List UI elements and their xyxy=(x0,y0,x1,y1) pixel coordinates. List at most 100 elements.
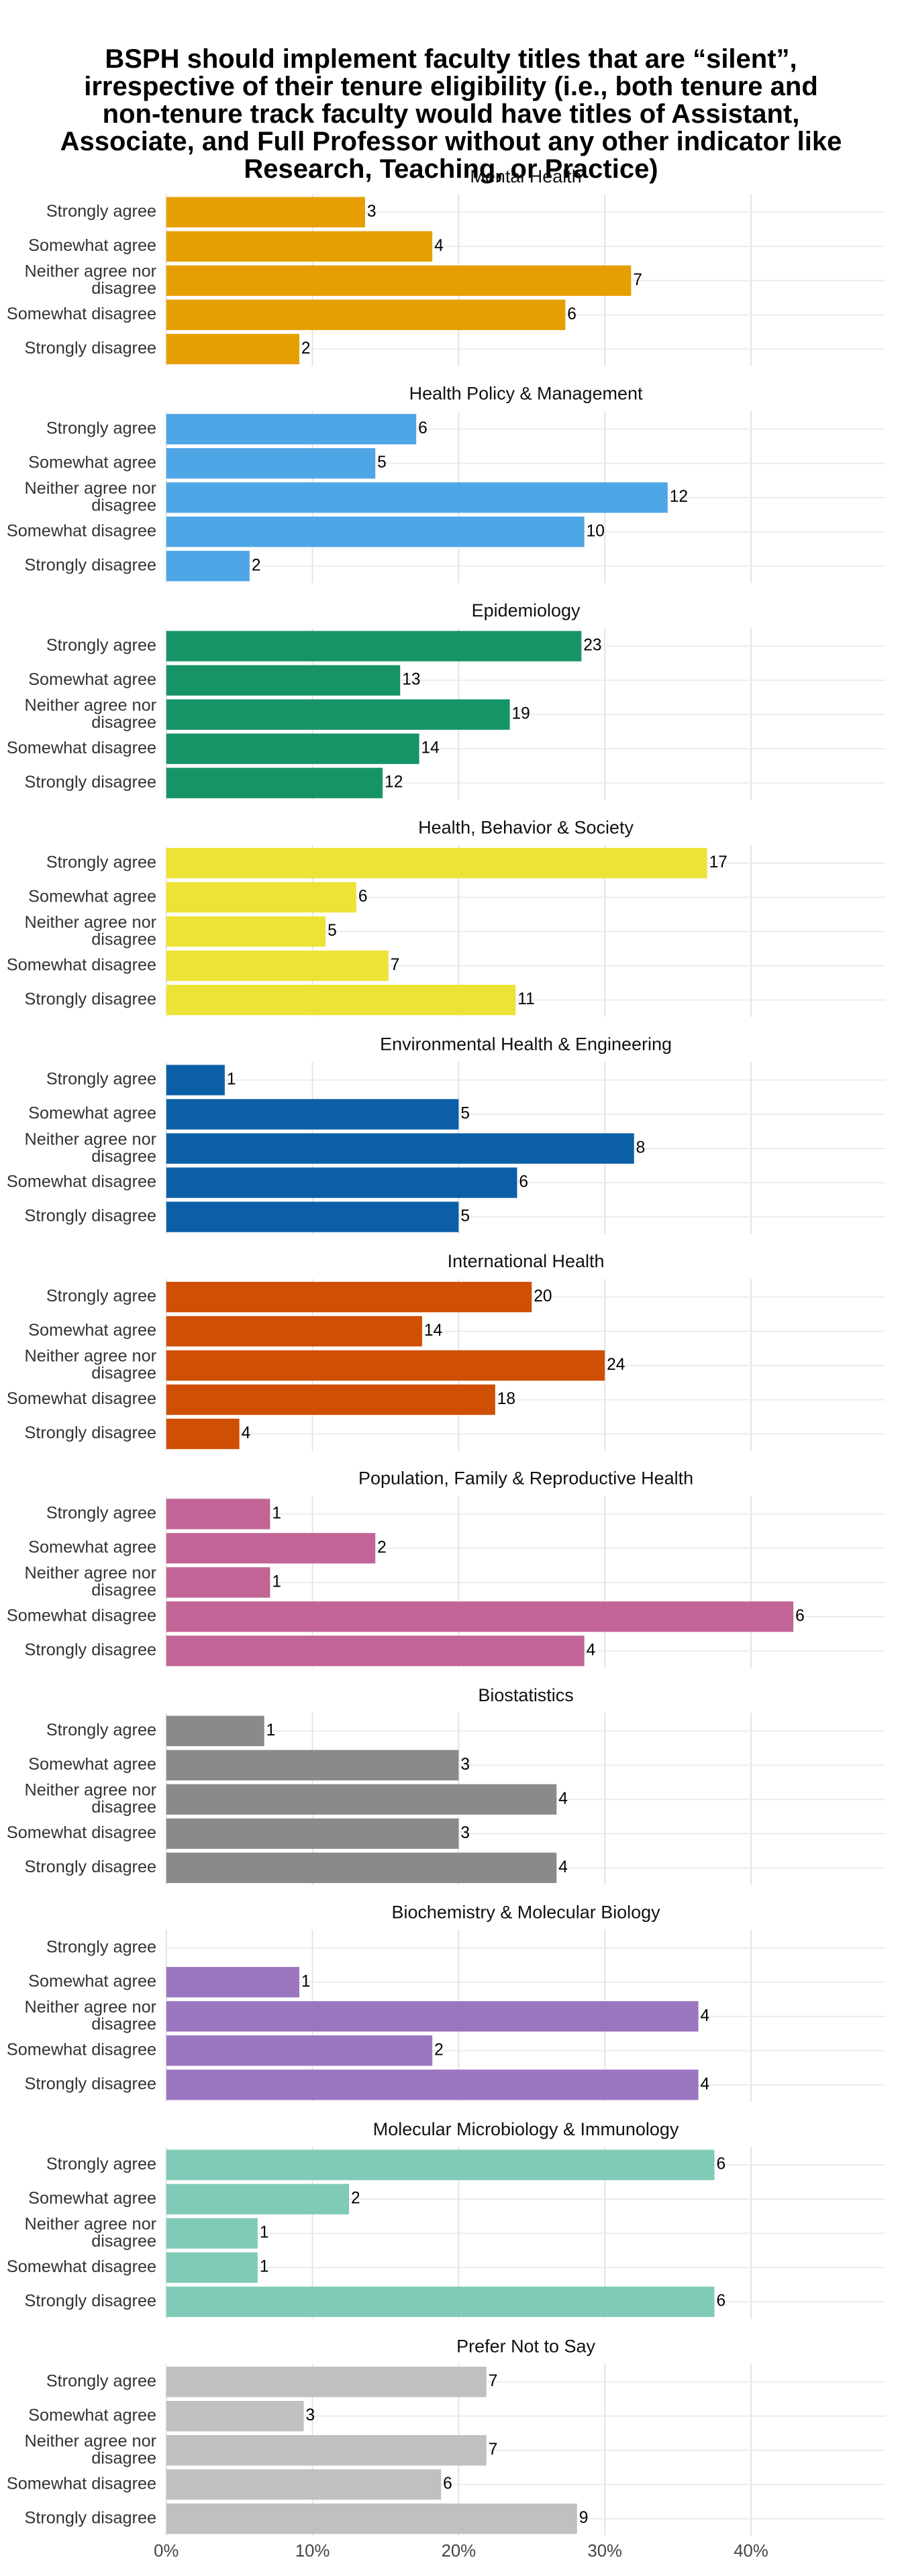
data-label: 18 xyxy=(497,1390,515,1408)
y-tick-label: Strongly disagree xyxy=(25,1207,157,1226)
data-label: 6 xyxy=(358,888,368,906)
bar xyxy=(166,847,707,879)
panel-title: Environmental Health & Engineering xyxy=(380,1034,672,1055)
data-label: 2 xyxy=(301,339,311,358)
data-label: 5 xyxy=(328,922,337,940)
y-tick-label: Strongly agree xyxy=(46,636,156,655)
data-label: 1 xyxy=(272,1504,281,1522)
data-label: 3 xyxy=(460,1824,470,1842)
y-tick-label: Neither agree nor disagree xyxy=(25,913,157,949)
data-label: 10 xyxy=(587,522,605,540)
data-label: 20 xyxy=(534,1287,552,1305)
bar xyxy=(166,881,356,913)
y-tick-label: Strongly agree xyxy=(46,1287,156,1305)
y-tick-label: Somewhat agree xyxy=(28,1321,156,1340)
bar xyxy=(166,2434,487,2466)
y-tick-label: Strongly disagree xyxy=(25,339,157,358)
data-label: 9 xyxy=(579,2509,589,2527)
bar xyxy=(166,631,582,661)
y-tick-label: Somewhat disagree xyxy=(7,2257,156,2276)
panel-title: Molecular Microbiology & Immunology xyxy=(373,2119,679,2139)
data-label: 12 xyxy=(670,488,688,506)
y-tick-label: Somewhat agree xyxy=(28,1755,156,1774)
data-label: 1 xyxy=(301,1972,311,1990)
data-label: 2 xyxy=(351,2190,360,2208)
data-label: 11 xyxy=(517,990,534,1008)
bar xyxy=(166,2286,715,2317)
y-tick-label: Strongly agree xyxy=(46,1721,156,1739)
x-tick-label: 30% xyxy=(587,2542,622,2561)
bar xyxy=(166,2252,258,2283)
data-label: 14 xyxy=(424,1322,442,1340)
bar xyxy=(166,2035,433,2066)
data-label: 6 xyxy=(519,1173,528,1191)
bar xyxy=(166,1065,225,1095)
y-tick-label: Strongly disagree xyxy=(25,773,157,792)
panel-title: Epidemiology xyxy=(472,600,581,621)
bar xyxy=(166,699,510,730)
bar xyxy=(166,1635,585,1666)
data-label: 13 xyxy=(402,671,420,689)
data-label: 6 xyxy=(418,419,428,437)
data-label: 6 xyxy=(716,2155,725,2174)
bar xyxy=(166,1099,459,1130)
panel-title: Population, Family & Reproductive Health xyxy=(358,1468,693,1489)
bar xyxy=(166,1281,532,1313)
bar xyxy=(166,1167,517,1198)
panel-title: Biochemistry & Molecular Biology xyxy=(391,1902,660,1922)
panel-title: Prefer Not to Say xyxy=(456,2336,595,2356)
data-label: 1 xyxy=(260,2258,269,2276)
y-tick-label: Neither agree nor disagree xyxy=(25,1346,157,1383)
bar xyxy=(166,1818,459,1849)
data-label: 24 xyxy=(607,1356,625,1374)
bar xyxy=(166,1316,422,1347)
bar xyxy=(166,950,389,981)
bar xyxy=(166,1967,299,1998)
y-tick-label: Strongly agree xyxy=(46,1504,156,1523)
bar xyxy=(166,916,326,947)
data-label: 6 xyxy=(567,305,577,323)
y-tick-label: Strongly agree xyxy=(46,2155,156,2174)
y-tick-label: Somewhat disagree xyxy=(7,305,156,323)
bar xyxy=(166,2184,350,2214)
bar xyxy=(166,482,668,513)
bar xyxy=(166,1715,264,1747)
bar xyxy=(166,733,419,764)
bar xyxy=(166,1601,794,1632)
x-tick-label: 40% xyxy=(734,2542,768,2561)
panel-title: Health, Behavior & Society xyxy=(418,817,634,837)
data-label: 17 xyxy=(709,853,728,871)
y-tick-label: Somewhat disagree xyxy=(7,2040,156,2059)
data-label: 6 xyxy=(716,2292,725,2310)
data-label: 3 xyxy=(305,2406,315,2424)
y-tick-label: Somewhat disagree xyxy=(7,2474,156,2493)
y-tick-label: Strongly disagree xyxy=(25,2508,157,2527)
y-tick-label: Neither agree nor disagree xyxy=(25,1130,157,1166)
y-tick-label: Somewhat disagree xyxy=(7,1173,156,1191)
bar xyxy=(166,2218,258,2249)
bar xyxy=(166,984,516,1016)
y-tick-label: Strongly disagree xyxy=(25,989,157,1008)
data-label: 4 xyxy=(587,1641,596,1659)
y-tick-label: Strongly agree xyxy=(46,1070,156,1089)
bar xyxy=(166,1133,634,1164)
data-label: 1 xyxy=(266,1721,276,1739)
y-tick-label: Neither agree nor disagree xyxy=(25,262,157,298)
y-tick-label: Strongly disagree xyxy=(25,2292,157,2310)
bar xyxy=(166,2400,304,2432)
data-label: 2 xyxy=(252,556,261,574)
data-label: 6 xyxy=(795,1607,805,1625)
y-tick-label: Somewhat agree xyxy=(28,1538,156,1557)
data-label: 7 xyxy=(633,271,642,289)
y-tick-label: Neither agree nor disagree xyxy=(25,2432,157,2468)
y-tick-label: Somewhat disagree xyxy=(7,955,156,974)
y-tick-label: Somewhat agree xyxy=(28,1104,156,1123)
data-label: 3 xyxy=(367,203,377,221)
data-label: 4 xyxy=(701,2075,710,2093)
data-label: 6 xyxy=(443,2475,452,2493)
bar xyxy=(166,265,632,297)
bar xyxy=(166,2149,715,2180)
data-label: 23 xyxy=(583,637,601,655)
